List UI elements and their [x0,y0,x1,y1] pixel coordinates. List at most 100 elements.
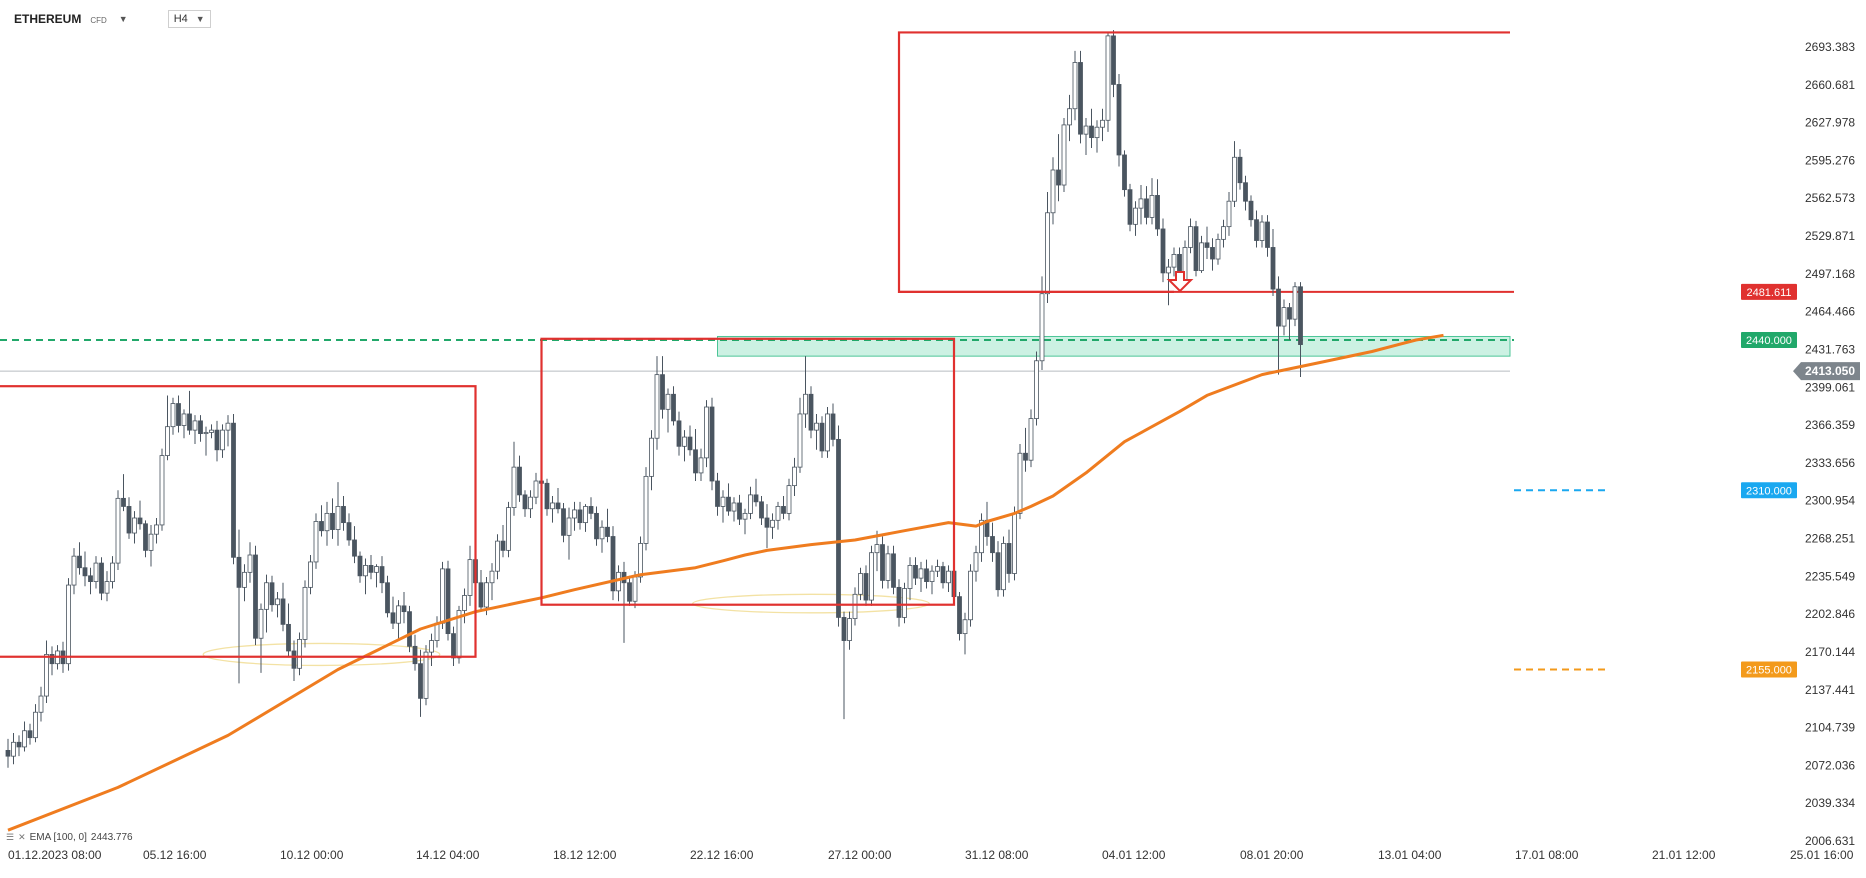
candle [93,562,99,582]
candle [27,730,33,739]
price-tick-label: 2006.631 [1805,834,1855,848]
candle [869,552,874,601]
candle [924,568,929,582]
level-label-bg [1741,661,1797,678]
timeframe-select[interactable]: H4 ▼ [167,10,211,28]
current-price-tag [1793,362,1860,381]
level-label-bg [1741,482,1797,499]
candle [159,455,165,526]
indicator-label: EMA [100, 0] [29,832,87,843]
candle [1100,119,1105,128]
range-box-2 [540,337,956,606]
candle [110,562,115,582]
candle [500,540,506,551]
candle [1281,307,1287,327]
candle [555,502,561,510]
candle [814,422,819,431]
price-tick-label: 2497.168 [1805,267,1855,281]
candle [863,573,869,601]
candle [1221,226,1226,240]
candle [335,506,341,530]
candle [489,570,495,584]
candle [22,730,27,748]
candle [973,552,979,572]
candle [38,695,44,713]
signal-layer [1166,271,1194,293]
time-axis[interactable]: 01.12.2023 08:00 05.12 16:00 10.12 00:00 14… [8,848,1854,862]
candle [308,561,313,588]
price-axis[interactable]: 2693.383 2660.681 2627.978 2595.276 2562.573… [1805,40,1855,848]
candle [357,555,363,577]
indicator-legend: ☰ ✕ EMA [100, 0] 2443.776 [6,832,133,843]
sell-signal-arrow-icon [1166,271,1194,293]
candle [660,374,665,410]
candle [836,438,841,618]
bars-icon[interactable]: ☰ [6,832,15,842]
candle [1287,307,1292,320]
candle [203,432,209,435]
candle [313,521,319,563]
price-tick-label: 2366.359 [1805,418,1855,432]
candle [423,651,429,699]
candle [220,429,225,451]
chevron-down-icon[interactable]: ▼ [118,14,128,24]
close-icon[interactable]: ✕ [18,832,26,842]
candle [445,568,451,635]
candle [1105,35,1111,121]
candle [786,485,792,514]
candle [456,610,462,659]
candle [891,553,896,588]
candle [561,508,566,536]
candle [385,582,390,614]
candle [825,413,830,452]
candle [1188,226,1193,248]
price-tick-label: 2300.954 [1805,494,1855,508]
candle [214,429,220,451]
candle [599,526,605,540]
candle [1067,108,1072,126]
candle [429,640,434,653]
candle [946,570,951,584]
price-tick-label: 2137.441 [1805,683,1855,697]
candle [1028,418,1034,461]
symbol-name[interactable]: ETHEREUM [14,12,82,26]
candle [1155,195,1160,230]
candle [1276,288,1281,327]
candle [253,554,258,639]
candle [1270,247,1276,290]
candle [715,480,720,507]
candle [918,568,924,579]
candle [242,571,247,588]
candle [352,539,357,557]
candle [616,571,621,592]
resistance-box-3 [897,31,1510,293]
candle [748,494,753,514]
candle [1204,242,1210,248]
candle [1210,247,1215,260]
highlight-ellipse-2 [692,593,930,614]
candle [792,466,797,487]
candle [726,496,731,512]
candle [1116,84,1122,156]
level-label-bg [1741,283,1797,300]
candle [902,588,907,618]
price-tick-label: 2431.763 [1805,342,1855,356]
candle [1023,452,1028,461]
candle [935,566,940,572]
candle [533,480,539,498]
candle [341,506,346,524]
price-tick-label: 2595.276 [1805,153,1855,167]
candle [1061,124,1067,186]
candle [704,406,709,459]
candle [137,517,143,525]
candle [957,596,962,635]
candle [759,501,764,519]
candle [1045,212,1050,295]
candle [841,617,847,641]
candle [236,556,242,588]
candle [1199,242,1204,271]
time-tick-label: 22.12 16:00 [690,848,754,862]
candle [709,406,715,482]
